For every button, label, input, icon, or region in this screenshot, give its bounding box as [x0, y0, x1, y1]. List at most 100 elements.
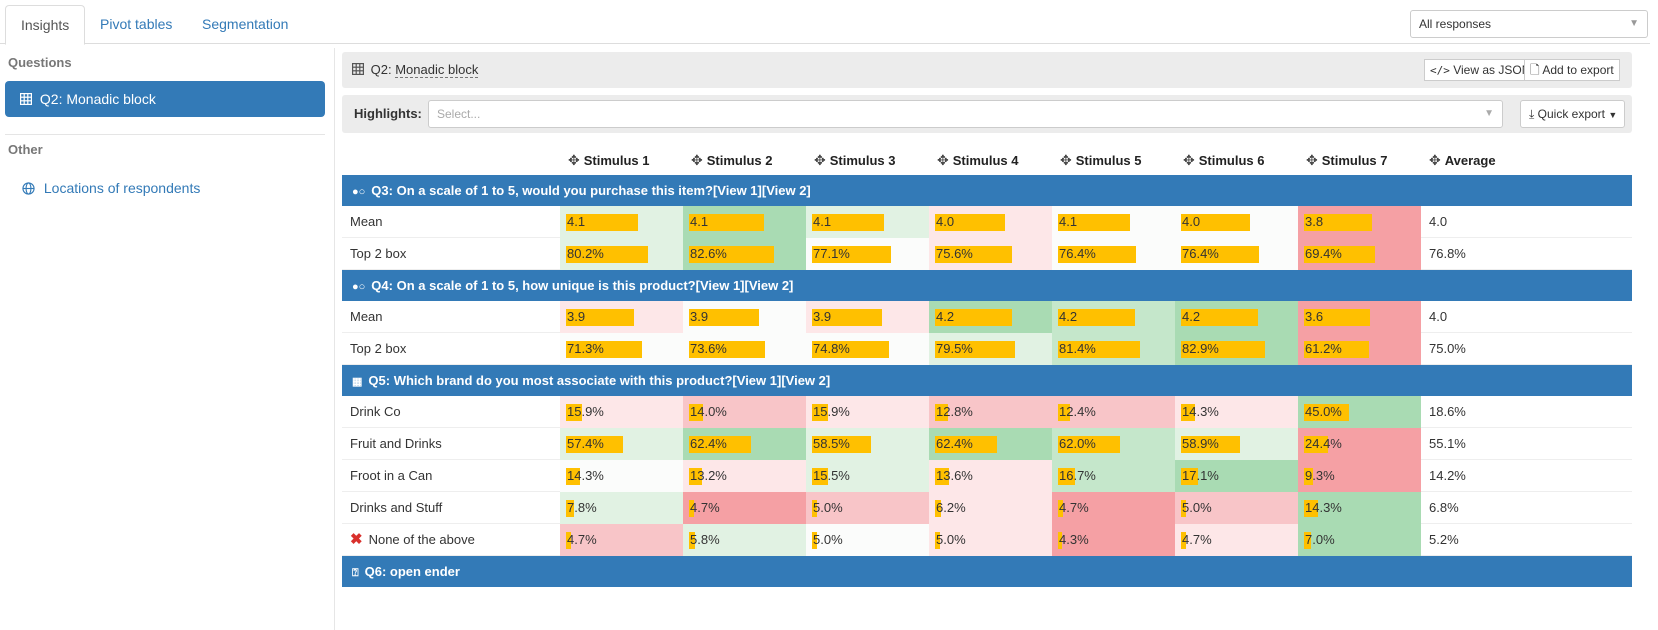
move-icon[interactable]: ✥: [1060, 152, 1072, 168]
section-header[interactable]: ⍰ Q6: open ender: [342, 556, 1632, 587]
move-icon[interactable]: ✥: [568, 152, 580, 168]
cell-value: 74.8%: [813, 341, 850, 356]
data-cell: 57.4%: [560, 428, 683, 460]
data-cell: 12.4%: [1052, 396, 1175, 428]
data-cell: 14.0%: [683, 396, 806, 428]
data-cell: 73.6%: [683, 333, 806, 365]
column-header-label: Stimulus 1: [583, 153, 650, 168]
value-bar: [689, 341, 765, 358]
value-bar: [1058, 246, 1136, 263]
data-cell: 5.0%: [1175, 492, 1298, 524]
move-icon[interactable]: ✥: [1306, 152, 1318, 168]
tab-pivot-tables[interactable]: Pivot tables: [100, 16, 173, 32]
move-icon[interactable]: ✥: [1183, 152, 1195, 168]
value-bar: [1181, 309, 1258, 326]
data-cell: 77.1%: [806, 238, 929, 270]
data-cell: 4.2: [1175, 301, 1298, 333]
value-bar: [689, 309, 759, 326]
question-name-link[interactable]: Monadic block: [395, 62, 479, 78]
move-icon[interactable]: ✥: [691, 152, 703, 168]
data-cell: 58.5%: [806, 428, 929, 460]
cell-value: 4.0: [936, 214, 955, 229]
globe-icon: [22, 182, 35, 195]
value-bar: [1181, 500, 1186, 517]
section-title[interactable]: Q5: Which brand do you most associate wi…: [368, 373, 831, 388]
highlights-select[interactable]: Select... ▼: [428, 100, 1503, 128]
cell-value: 77.1%: [813, 246, 850, 261]
data-cell: 61.2%: [1298, 333, 1421, 365]
data-cell: 4.1: [806, 206, 929, 238]
value-bar: [1181, 436, 1240, 453]
average-value: 76.8%: [1429, 246, 1466, 261]
data-cell: 4.3%: [1052, 524, 1175, 556]
open-question-icon: ⍰: [352, 567, 359, 579]
cell-value: 62.4%: [936, 436, 973, 451]
cell-value: 3.9: [813, 309, 832, 324]
data-cell: 12.8%: [929, 396, 1052, 428]
cell-value: 17.1%: [1182, 468, 1219, 483]
column-header[interactable]: ✥ Stimulus 3: [814, 145, 895, 175]
value-bar: [1181, 404, 1195, 421]
section-title[interactable]: Q3: On a scale of 1 to 5, would you purc…: [371, 183, 811, 198]
section-header[interactable]: ▦ Q5: Which brand do you most associate w…: [342, 365, 1632, 396]
value-bar: [935, 341, 1015, 358]
table-row: ✖ None of the above 4.7% 5.8% 5.0% 5.0% 4.3% 4.…: [342, 524, 1632, 556]
column-header[interactable]: ✥ Average: [1429, 145, 1496, 175]
value-bar: [1304, 214, 1372, 231]
section-title[interactable]: Q4: On a scale of 1 to 5, how unique is …: [371, 278, 794, 293]
section-title[interactable]: Q6: open ender: [364, 564, 460, 579]
cell-value: 57.4%: [567, 436, 604, 451]
column-header[interactable]: ✥ Stimulus 5: [1060, 145, 1141, 175]
tab-insights[interactable]: Insights: [5, 5, 86, 45]
quick-export-button[interactable]: ⤓ Quick export ▼: [1520, 100, 1625, 128]
view-as-json-button[interactable]: </> View as JSON: [1424, 59, 1537, 81]
value-bar: [566, 309, 634, 326]
column-header[interactable]: ✥ Stimulus 1: [568, 145, 649, 175]
row-label: ✖ None of the above: [350, 524, 475, 556]
value-bar: [1304, 341, 1369, 358]
sidebar-item-q2[interactable]: Q2: Monadic block: [5, 81, 325, 117]
data-cell: 62.0%: [1052, 428, 1175, 460]
data-cell: 76.4%: [1052, 238, 1175, 270]
data-cell: 4.2: [929, 301, 1052, 333]
value-bar: [812, 500, 817, 517]
column-header[interactable]: ✥ Stimulus 6: [1183, 145, 1264, 175]
average-value: 4.0: [1429, 309, 1448, 324]
cell-value: 58.5%: [813, 436, 850, 451]
responses-filter-select[interactable]: All responses ▼: [1410, 10, 1648, 38]
move-icon[interactable]: ✥: [1429, 152, 1441, 168]
data-cell: 5.0%: [929, 524, 1052, 556]
move-icon[interactable]: ✥: [937, 152, 949, 168]
value-bar: [1058, 404, 1070, 421]
add-to-export-button[interactable]: 🗋 Add to export: [1524, 59, 1620, 81]
value-bar: [812, 214, 884, 231]
quick-export-label: Quick export: [1537, 107, 1606, 121]
section-header[interactable]: ●○ Q4: On a scale of 1 to 5, how unique i…: [342, 270, 1632, 301]
cell-value: 24.4%: [1305, 436, 1342, 451]
locations-link[interactable]: Locations of respondents: [22, 180, 200, 196]
data-cell: 13.6%: [929, 460, 1052, 492]
value-bar: [935, 214, 1005, 231]
data-cell: 15.9%: [806, 396, 929, 428]
question-title: Q2: Monadic block: [352, 52, 479, 88]
move-icon[interactable]: ✥: [814, 152, 826, 168]
data-cell: 4.0: [1175, 206, 1298, 238]
value-bar: [566, 532, 571, 549]
cell-value: 71.3%: [567, 341, 604, 356]
view-as-json-label: View as JSON: [1453, 63, 1531, 77]
data-cell: 58.9%: [1175, 428, 1298, 460]
data-cell: 9.3%: [1298, 460, 1421, 492]
data-cell: 24.4%: [1298, 428, 1421, 460]
column-header[interactable]: ✥ Stimulus 2: [691, 145, 772, 175]
value-bar: [1181, 468, 1198, 485]
value-bar: [1304, 532, 1311, 549]
section-header[interactable]: ●○ Q3: On a scale of 1 to 5, would you pu…: [342, 175, 1632, 206]
tab-segmentation[interactable]: Segmentation: [202, 16, 289, 32]
data-cell: 45.0%: [1298, 396, 1421, 428]
data-cell: 4.1: [560, 206, 683, 238]
download-icon: ⤓: [1529, 107, 1535, 121]
column-header[interactable]: ✥ Stimulus 4: [937, 145, 1018, 175]
table-row: Mean 4.1 4.1 4.1 4.0 4.1 4.0 3.8 4.0: [342, 206, 1632, 238]
column-header[interactable]: ✥ Stimulus 7: [1306, 145, 1387, 175]
data-cell: 17.1%: [1175, 460, 1298, 492]
